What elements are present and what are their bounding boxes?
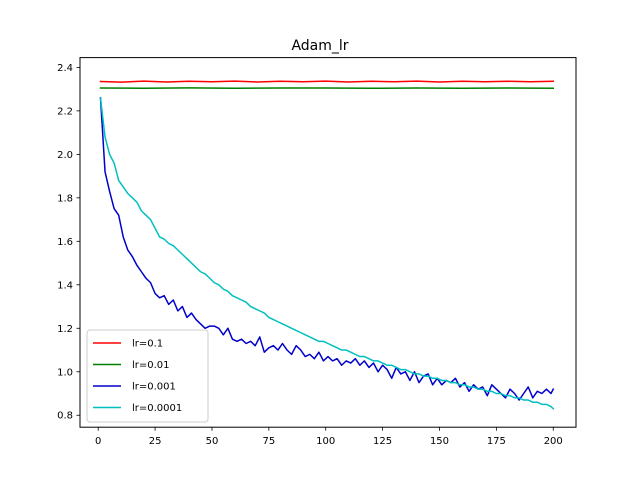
- x-tick-label: 175: [487, 436, 506, 447]
- legend-label: lr=0.0001: [132, 403, 182, 414]
- x-tick-label: 150: [430, 436, 449, 447]
- x-tick-label: 100: [316, 436, 335, 447]
- y-tick-label: 1.4: [57, 280, 73, 291]
- x-tick-label: 75: [262, 436, 275, 447]
- legend-label: lr=0.001: [132, 382, 176, 393]
- legend-label: lr=0.1: [132, 339, 163, 350]
- x-tick-label: 50: [206, 436, 219, 447]
- y-tick-label: 1.2: [57, 324, 73, 335]
- y-tick-label: 0.8: [57, 411, 73, 422]
- y-tick-label: 2.2: [57, 106, 73, 117]
- x-axis: 0 25 50 75 100 125 150 175 200: [95, 427, 563, 447]
- x-tick-label: 0: [95, 436, 101, 447]
- plot-frame: [79, 57, 577, 428]
- chart-title: Adam_lr: [291, 38, 348, 54]
- legend-label: lr=0.01: [132, 360, 170, 371]
- y-tick-label: 2.0: [57, 150, 73, 161]
- y-axis: 0.8 1.0 1.2 1.4 1.6 1.8 2.0 2.2 2.4: [57, 63, 80, 422]
- y-tick-label: 1.0: [57, 367, 73, 378]
- y-tick-label: 2.4: [57, 63, 73, 74]
- series-line-4: [99, 96, 555, 410]
- y-tick-label: 1.8: [57, 193, 73, 204]
- x-tick-label: 25: [149, 436, 162, 447]
- y-tick-label: 1.6: [57, 237, 73, 248]
- series-line-1: [99, 80, 555, 83]
- x-tick-label: 200: [544, 436, 563, 447]
- plot-lines: [99, 80, 555, 410]
- legend: lr=0.1 lr=0.01 lr=0.001 lr=0.0001: [86, 329, 209, 423]
- x-tick-label: 125: [373, 436, 392, 447]
- legend-box: [86, 329, 209, 423]
